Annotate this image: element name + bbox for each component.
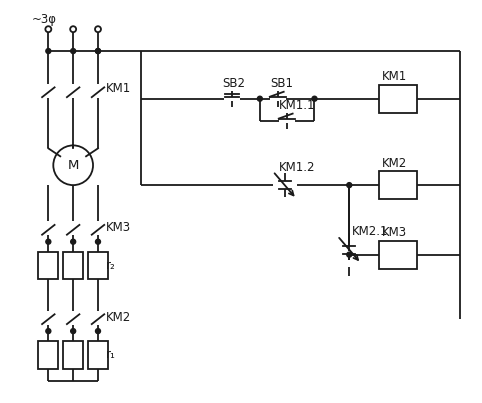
- Bar: [379, 85, 417, 112]
- Text: ~3φ: ~3φ: [31, 13, 56, 26]
- Circle shape: [95, 48, 100, 54]
- Bar: [63, 251, 83, 279]
- Text: KM1.2: KM1.2: [279, 161, 315, 174]
- Circle shape: [95, 26, 101, 32]
- Text: KM2: KM2: [382, 157, 407, 170]
- Bar: [39, 251, 58, 279]
- Text: r₁: r₁: [106, 349, 116, 361]
- Bar: [88, 341, 108, 369]
- Text: KM1: KM1: [382, 71, 407, 83]
- Text: KM1: KM1: [106, 82, 131, 95]
- Circle shape: [71, 239, 76, 244]
- Circle shape: [95, 48, 100, 54]
- Bar: [88, 251, 108, 279]
- Circle shape: [71, 48, 76, 54]
- Text: SB2: SB2: [222, 77, 245, 90]
- Circle shape: [46, 239, 51, 244]
- Circle shape: [312, 96, 317, 101]
- Text: KM3: KM3: [382, 226, 407, 239]
- Text: r₂: r₂: [106, 259, 116, 272]
- Text: KM2: KM2: [106, 311, 131, 324]
- Circle shape: [347, 252, 352, 257]
- Circle shape: [71, 328, 76, 334]
- Bar: [63, 341, 83, 369]
- Text: KM2.1: KM2.1: [352, 225, 388, 238]
- Text: SB1: SB1: [270, 77, 293, 90]
- Circle shape: [95, 239, 100, 244]
- Text: KM1.1: KM1.1: [279, 99, 315, 112]
- Circle shape: [46, 48, 51, 54]
- Circle shape: [347, 183, 352, 187]
- Circle shape: [95, 328, 100, 334]
- Bar: [379, 241, 417, 268]
- Text: M: M: [67, 159, 79, 172]
- Circle shape: [70, 26, 76, 32]
- Circle shape: [46, 328, 51, 334]
- Bar: [39, 341, 58, 369]
- Circle shape: [257, 96, 262, 101]
- Text: KM3: KM3: [106, 221, 131, 234]
- Bar: [379, 171, 417, 199]
- Circle shape: [45, 26, 51, 32]
